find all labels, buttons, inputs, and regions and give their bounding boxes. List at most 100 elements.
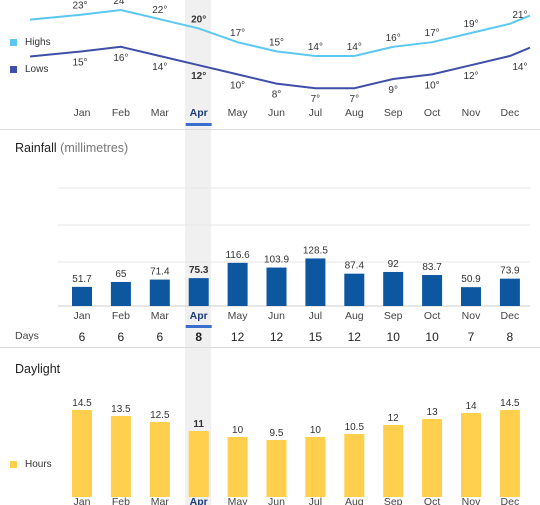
highs-value-label-jun: 15° xyxy=(269,37,284,48)
temperature-month-label-aug: Aug xyxy=(345,107,364,119)
rainfall-bar-mar xyxy=(149,279,170,306)
daylight-month-label-aug: Aug xyxy=(345,496,364,505)
rainfall-month-label-feb: Feb xyxy=(112,310,130,322)
rainfall-chart: 51.7 65 71.4 75.3 116.6 103.9 128.5 87.4 92 83.7 5… xyxy=(58,187,530,344)
daylight-month-label-apr: Apr xyxy=(190,496,208,505)
daylight-value-label-sep: 12 xyxy=(388,413,400,424)
rainfall-value-label-sep: 92 xyxy=(388,259,400,270)
daylight-month-label-dec: Dec xyxy=(501,496,520,505)
daylight-value-label-nov: 14 xyxy=(465,401,477,412)
rainfall-month-label-oct: Oct xyxy=(424,310,440,322)
lows-value-label-nov: 12° xyxy=(463,71,478,82)
daylight-value-label-jul: 10 xyxy=(310,425,322,436)
temperature-month-label-mar: Mar xyxy=(151,107,170,119)
rainy-days-jul: 15 xyxy=(309,330,323,344)
highs-value-label-nov: 19° xyxy=(463,19,478,30)
selected-month-highlight xyxy=(185,0,211,505)
lows-value-label-jul: 7° xyxy=(311,94,321,105)
highs-value-label-feb: 24° xyxy=(113,0,128,7)
daylight-bar-dec xyxy=(499,410,520,497)
daylight-bar-oct xyxy=(422,419,443,497)
legend-highs: Highs xyxy=(10,37,51,48)
rainfall-month-label-aug: Aug xyxy=(345,310,364,322)
temperature-month-label-apr: Apr xyxy=(190,107,208,119)
daylight-bar-may xyxy=(227,437,248,497)
legend-hours: Hours xyxy=(10,459,52,470)
lows-value-label-aug: 7° xyxy=(350,94,360,105)
rainfall-bar-nov xyxy=(461,287,481,306)
daylight-bar-apr xyxy=(188,431,209,497)
daylight-bar-jan xyxy=(72,410,92,497)
daylight-value-label-apr: 11 xyxy=(193,419,204,430)
rainfall-value-label-jul: 128.5 xyxy=(303,245,328,256)
daylight-bar-aug xyxy=(344,434,365,497)
daylight-value-label-may: 10 xyxy=(232,425,244,436)
rainy-days-jan: 6 xyxy=(79,330,86,344)
legend-hours-label: Hours xyxy=(25,459,52,470)
rainfall-selected-indicator xyxy=(185,325,212,328)
rainfall-bar-dec xyxy=(499,278,520,306)
daylight-month-label-sep: Sep xyxy=(384,496,403,505)
highs-value-label-aug: 14° xyxy=(347,42,362,53)
daylight-value-label-jun: 9.5 xyxy=(270,428,284,439)
rainfall-value-label-apr: 75.3 xyxy=(189,265,209,276)
rainfall-bar-oct xyxy=(422,275,443,306)
rainfall-value-label-oct: 83.7 xyxy=(422,262,442,273)
highs-value-label-mar: 22° xyxy=(152,5,167,16)
divider-1 xyxy=(0,129,540,130)
temperature-month-label-jul: Jul xyxy=(309,107,322,119)
daylight-panel: Daylight Hours 14.5 13.5 12.5 11 10 9.5 10 10.5… xyxy=(0,348,540,505)
rainfall-month-label-may: May xyxy=(228,310,249,322)
lows-value-label-feb: 16° xyxy=(113,53,128,64)
rainfall-value-label-may: 116.6 xyxy=(225,250,250,261)
highs-value-label-dec: 21° xyxy=(512,10,527,21)
rainfall-unit: (millimetres) xyxy=(60,141,129,155)
lows-value-label-sep: 9° xyxy=(388,85,398,96)
lows-value-label-oct: 10° xyxy=(425,80,440,91)
legend-lows: Lows xyxy=(10,64,48,75)
daylight-value-label-feb: 13.5 xyxy=(111,404,131,415)
rainfall-month-label-sep: Sep xyxy=(384,310,403,322)
rainy-days-jun: 12 xyxy=(270,330,284,344)
lows-line xyxy=(29,45,531,90)
daylight-value-label-mar: 12.5 xyxy=(150,410,170,421)
rainy-days-mar: 6 xyxy=(156,330,163,344)
daylight-chart: 14.5 13.5 12.5 11 10 9.5 10 10.5 12 13 14 14.5 Jan Fe… xyxy=(72,398,520,505)
rainfall-bar-jun xyxy=(266,267,287,306)
highs-swatch xyxy=(10,39,17,46)
lows-swatch xyxy=(10,66,17,73)
temperature-month-label-dec: Dec xyxy=(501,107,520,119)
temperature-month-label-sep: Sep xyxy=(384,107,403,119)
rainfall-month-label-nov: Nov xyxy=(462,310,481,322)
rainy-days-apr: 8 xyxy=(195,330,202,344)
temperature-month-label-jan: Jan xyxy=(74,107,91,119)
rainfall-month-label-dec: Dec xyxy=(501,310,520,322)
daylight-month-label-nov: Nov xyxy=(462,496,481,505)
temperature-panel: Highs Lows 23° 24° 22° 20° 17° 15° 14° 14° 16° 17… xyxy=(0,0,540,130)
rainfall-bar-feb xyxy=(110,281,131,306)
rainfall-month-label-jun: Jun xyxy=(268,310,285,322)
rainy-days-nov: 7 xyxy=(468,330,475,344)
rainfall-title: Rainfall (millimetres) xyxy=(15,141,128,155)
rainy-days-aug: 12 xyxy=(348,330,362,344)
legend-highs-label: Highs xyxy=(25,37,51,48)
daylight-month-label-jun: Jun xyxy=(268,496,285,505)
rainfall-month-label-jul: Jul xyxy=(309,310,322,322)
rainfall-value-label-mar: 71.4 xyxy=(150,267,170,278)
daylight-month-label-oct: Oct xyxy=(424,496,440,505)
divider-2 xyxy=(0,347,540,348)
rainy-days-sep: 10 xyxy=(387,330,401,344)
rainfall-bar-sep xyxy=(383,271,404,306)
highs-value-label-sep: 16° xyxy=(386,33,401,44)
rainfall-month-label-jan: Jan xyxy=(74,310,91,322)
rainfall-bar-apr xyxy=(188,278,209,306)
daylight-title: Daylight xyxy=(15,362,61,376)
rainfall-bar-jul xyxy=(305,258,326,306)
daylight-bar-nov xyxy=(461,413,481,497)
daylight-bar-jul xyxy=(305,437,326,497)
temperature-selected-indicator xyxy=(185,123,212,126)
daylight-value-label-jan: 14.5 xyxy=(72,398,92,409)
rainfall-month-label-mar: Mar xyxy=(151,310,170,322)
rainfall-value-label-jan: 51.7 xyxy=(72,274,92,285)
rainy-days-oct: 10 xyxy=(425,330,439,344)
